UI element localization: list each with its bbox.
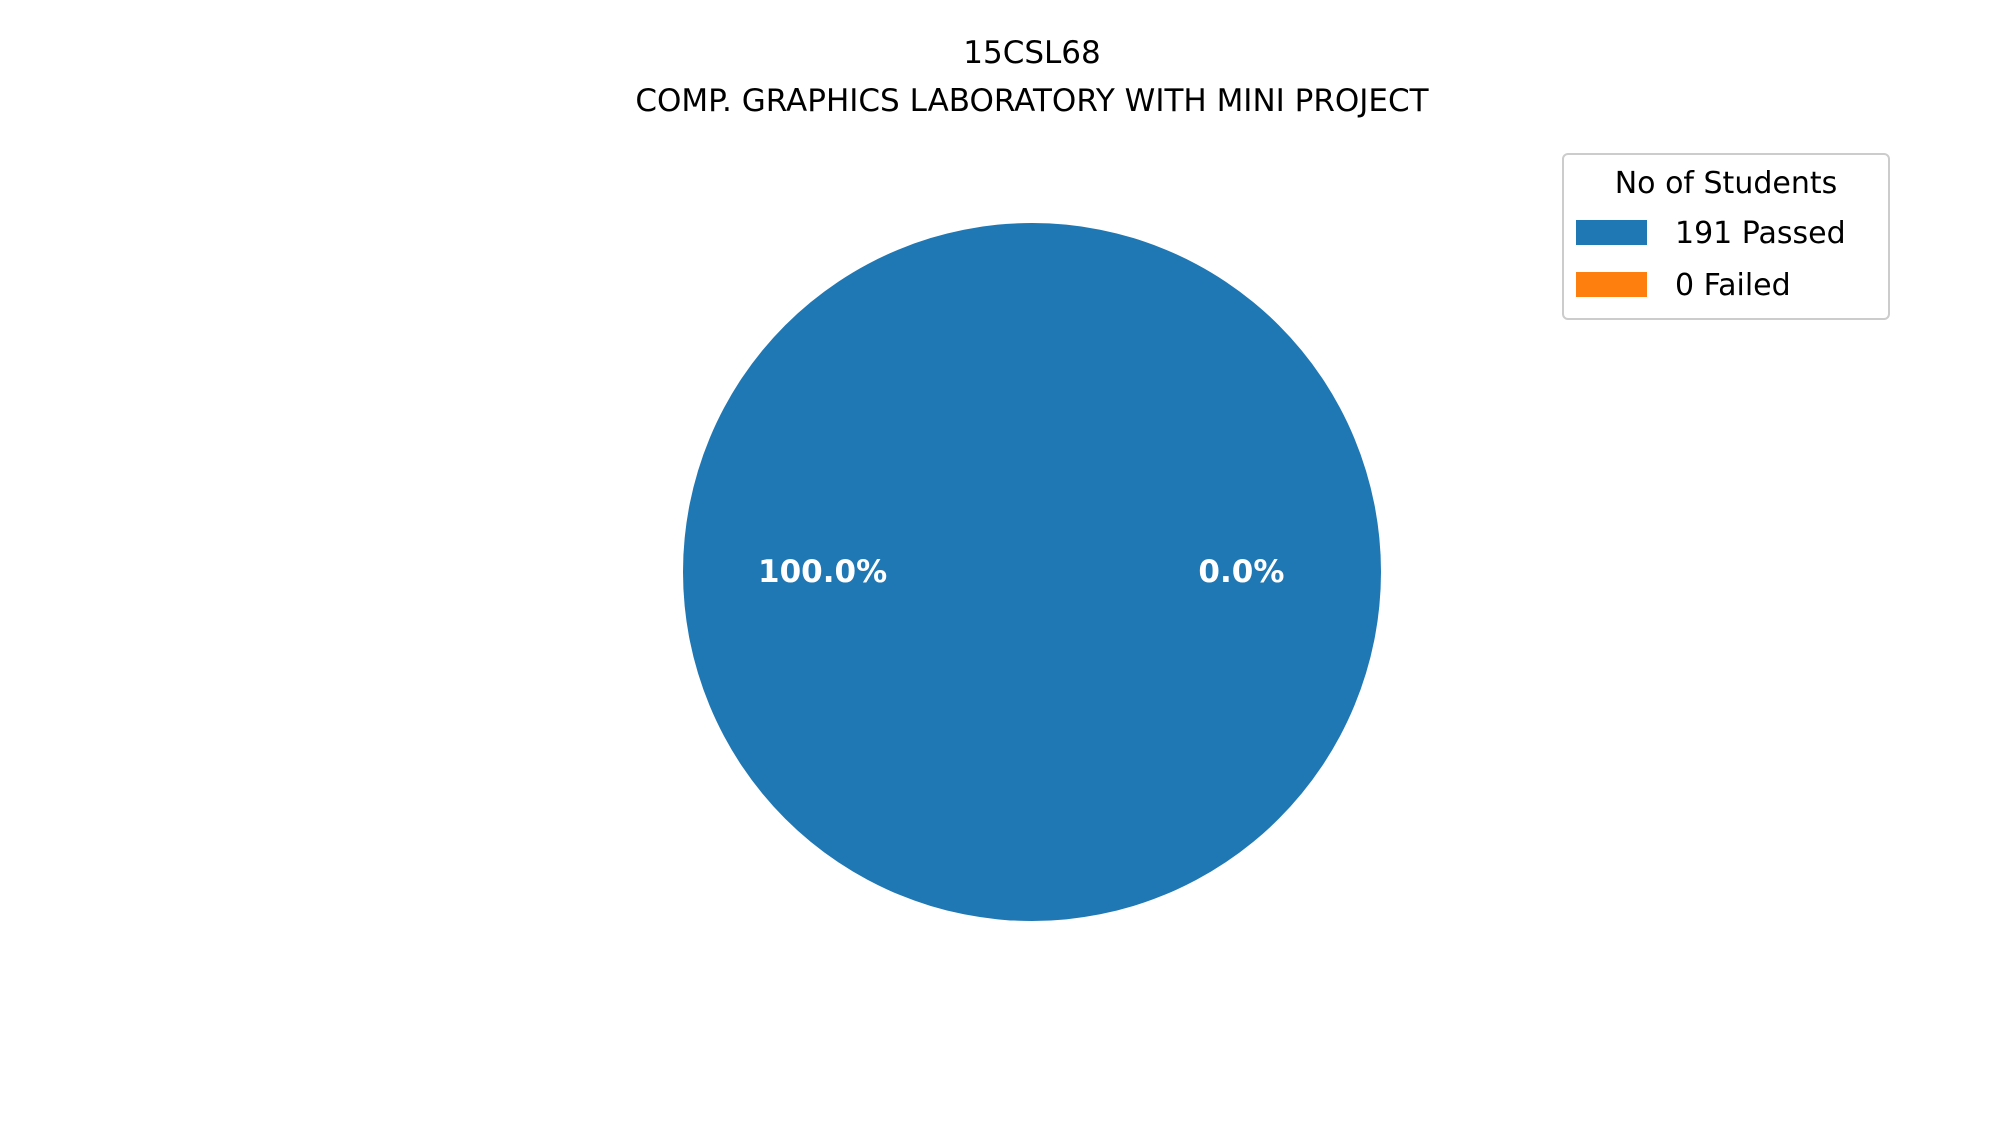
legend-label: 0 Failed: [1675, 268, 1791, 303]
chart-title: 15CSL68: [963, 35, 1101, 71]
legend-swatch: [1576, 220, 1647, 245]
pie-percent-label: 0.0%: [1198, 554, 1284, 590]
pie-slice-passed: [683, 223, 1381, 921]
chart-subtitle: COMP. GRAPHICS LABORATORY WITH MINI PROJ…: [635, 83, 1429, 119]
legend-title: No of Students: [1615, 166, 1838, 201]
legend: No of Students 191 Passed 0 Failed: [1562, 153, 1890, 320]
pie-percent-labels: 100.0% 0.0%: [758, 554, 1284, 590]
legend-items: 191 Passed 0 Failed: [1576, 216, 1846, 303]
pie-slices: [683, 223, 1381, 921]
legend-swatch: [1576, 272, 1647, 297]
legend-label: 191 Passed: [1675, 216, 1846, 251]
pie-percent-label: 100.0%: [758, 554, 887, 590]
